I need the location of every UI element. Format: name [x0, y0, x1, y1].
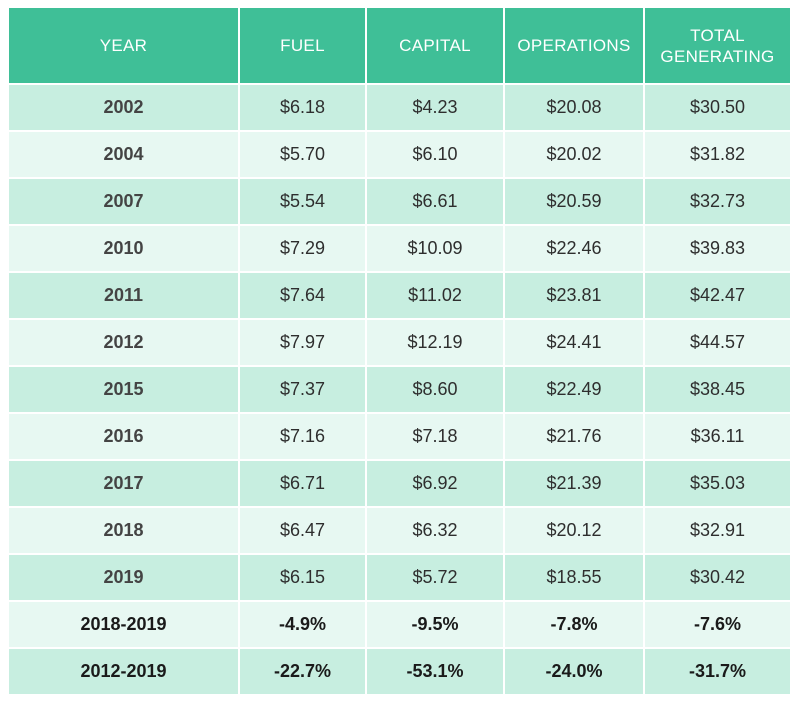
value-cell: $6.61: [367, 179, 503, 224]
year-cell: 2018-2019: [9, 602, 238, 647]
value-cell: $35.03: [645, 461, 790, 506]
value-cell: $10.09: [367, 226, 503, 271]
value-cell: -4.9%: [240, 602, 365, 647]
value-cell: $22.46: [505, 226, 643, 271]
value-cell: $6.47: [240, 508, 365, 553]
value-cell: $20.08: [505, 85, 643, 130]
table-row: 2012-2019 -22.7% -53.1% -24.0% -31.7%: [9, 649, 790, 694]
value-cell: $18.55: [505, 555, 643, 600]
table-row: 2016 $7.16 $7.18 $21.76 $36.11: [9, 414, 790, 459]
value-cell: $6.15: [240, 555, 365, 600]
header-cell: CAPITAL: [367, 8, 503, 83]
year-cell: 2004: [9, 132, 238, 177]
value-cell: $5.54: [240, 179, 365, 224]
value-cell: $5.72: [367, 555, 503, 600]
value-cell: -7.8%: [505, 602, 643, 647]
value-cell: $30.42: [645, 555, 790, 600]
year-cell: 2015: [9, 367, 238, 412]
header-row: YEAR FUEL CAPITAL OPERATIONS TOTAL GENERATIN…: [9, 8, 790, 83]
value-cell: $21.39: [505, 461, 643, 506]
value-cell: $11.02: [367, 273, 503, 318]
value-cell: $5.70: [240, 132, 365, 177]
value-cell: $31.82: [645, 132, 790, 177]
year-cell: 2018: [9, 508, 238, 553]
value-cell: $12.19: [367, 320, 503, 365]
header-cell: FUEL: [240, 8, 365, 83]
value-cell: -22.7%: [240, 649, 365, 694]
table-row: 2017 $6.71 $6.92 $21.39 $35.03: [9, 461, 790, 506]
year-cell: 2012-2019: [9, 649, 238, 694]
value-cell: -53.1%: [367, 649, 503, 694]
value-cell: $30.50: [645, 85, 790, 130]
cost-table: YEAR FUEL CAPITAL OPERATIONS TOTAL GENERATIN…: [7, 6, 792, 696]
value-cell: $39.83: [645, 226, 790, 271]
table-row: 2015 $7.37 $8.60 $22.49 $38.45: [9, 367, 790, 412]
header-cell: OPERATIONS: [505, 8, 643, 83]
value-cell: $7.16: [240, 414, 365, 459]
year-cell: 2017: [9, 461, 238, 506]
year-cell: 2016: [9, 414, 238, 459]
value-cell: $6.32: [367, 508, 503, 553]
table-body: 2002 $6.18 $4.23 $20.08 $30.50 2004 $5.70 $6.10…: [9, 85, 790, 694]
value-cell: $32.73: [645, 179, 790, 224]
value-cell: -31.7%: [645, 649, 790, 694]
value-cell: $44.57: [645, 320, 790, 365]
value-cell: $7.64: [240, 273, 365, 318]
value-cell: $7.18: [367, 414, 503, 459]
table-row: 2007 $5.54 $6.61 $20.59 $32.73: [9, 179, 790, 224]
value-cell: $38.45: [645, 367, 790, 412]
value-cell: $8.60: [367, 367, 503, 412]
year-cell: 2012: [9, 320, 238, 365]
year-cell: 2010: [9, 226, 238, 271]
value-cell: $24.41: [505, 320, 643, 365]
value-cell: $6.71: [240, 461, 365, 506]
value-cell: $20.59: [505, 179, 643, 224]
value-cell: $32.91: [645, 508, 790, 553]
year-cell: 2011: [9, 273, 238, 318]
table-row: 2002 $6.18 $4.23 $20.08 $30.50: [9, 85, 790, 130]
value-cell: $36.11: [645, 414, 790, 459]
value-cell: $7.29: [240, 226, 365, 271]
table-row: 2010 $7.29 $10.09 $22.46 $39.83: [9, 226, 790, 271]
header-cell: TOTAL GENERATING: [645, 8, 790, 83]
table-row: 2012 $7.97 $12.19 $24.41 $44.57: [9, 320, 790, 365]
value-cell: $6.18: [240, 85, 365, 130]
value-cell: $23.81: [505, 273, 643, 318]
value-cell: -24.0%: [505, 649, 643, 694]
header-cell: YEAR: [9, 8, 238, 83]
table-row: 2004 $5.70 $6.10 $20.02 $31.82: [9, 132, 790, 177]
value-cell: $7.37: [240, 367, 365, 412]
year-cell: 2007: [9, 179, 238, 224]
value-cell: $20.02: [505, 132, 643, 177]
value-cell: $20.12: [505, 508, 643, 553]
value-cell: $4.23: [367, 85, 503, 130]
value-cell: $21.76: [505, 414, 643, 459]
value-cell: -7.6%: [645, 602, 790, 647]
value-cell: $22.49: [505, 367, 643, 412]
table-container: YEAR FUEL CAPITAL OPERATIONS TOTAL GENERATIN…: [7, 6, 790, 696]
table-row: 2011 $7.64 $11.02 $23.81 $42.47: [9, 273, 790, 318]
table-row: 2019 $6.15 $5.72 $18.55 $30.42: [9, 555, 790, 600]
value-cell: $42.47: [645, 273, 790, 318]
value-cell: -9.5%: [367, 602, 503, 647]
value-cell: $6.10: [367, 132, 503, 177]
year-cell: 2019: [9, 555, 238, 600]
table-row: 2018 $6.47 $6.32 $20.12 $32.91: [9, 508, 790, 553]
value-cell: $6.92: [367, 461, 503, 506]
table-row: 2018-2019 -4.9% -9.5% -7.8% -7.6%: [9, 602, 790, 647]
year-cell: 2002: [9, 85, 238, 130]
value-cell: $7.97: [240, 320, 365, 365]
